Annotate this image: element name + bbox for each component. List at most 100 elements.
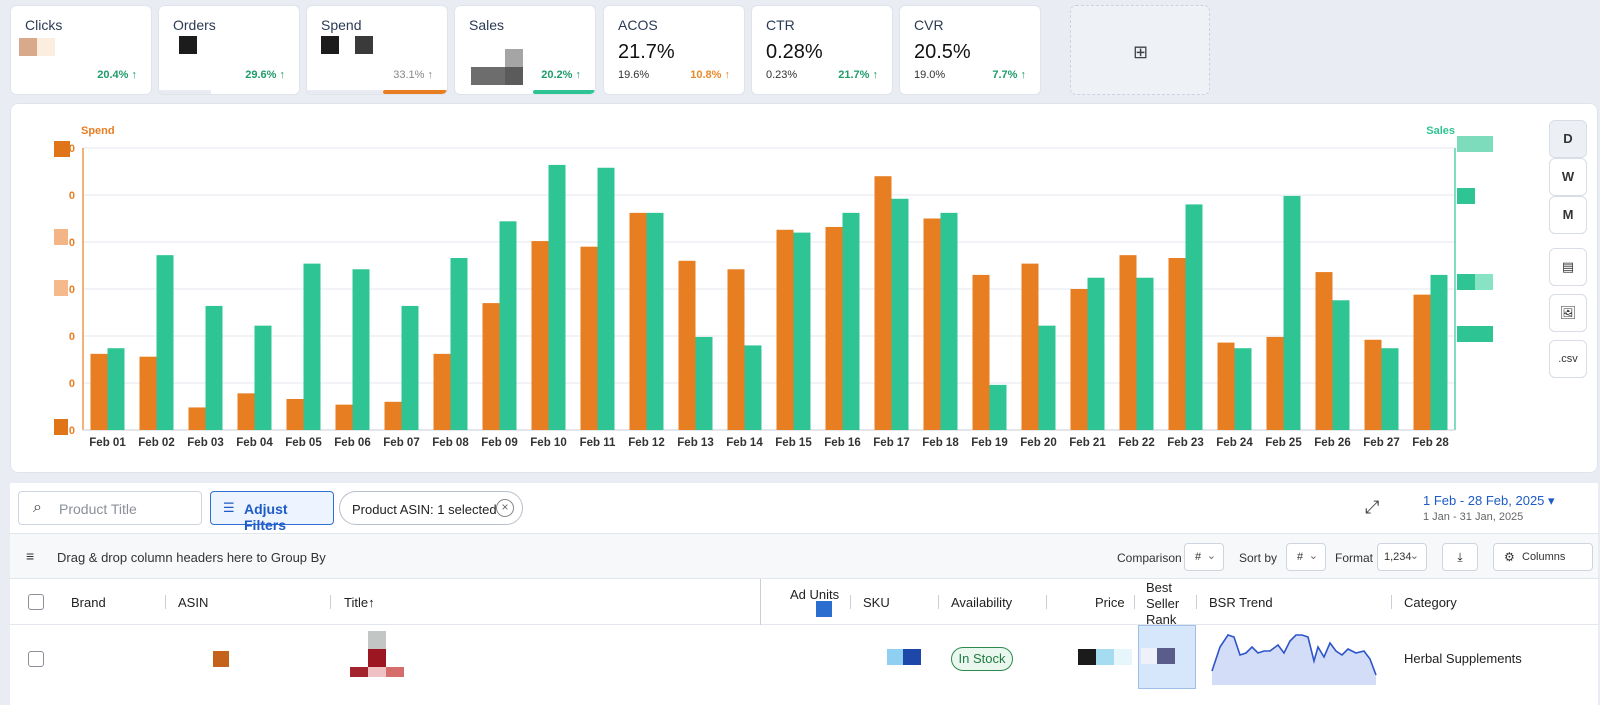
bar-sales-feb-23[interactable] [1185,204,1203,430]
bar-sales-feb-04[interactable] [254,325,272,430]
columns-button[interactable]: ⚙ Columns [1493,543,1593,571]
bar-sales-feb-10[interactable] [548,164,566,431]
search-box[interactable]: ⌕ [18,491,202,525]
bar-sales-feb-17[interactable] [891,198,909,430]
bar-sales-feb-07[interactable] [401,305,419,430]
bar-sales-feb-21[interactable] [1087,277,1105,430]
interval-week-button[interactable]: W [1549,158,1587,196]
bar-sales-feb-25[interactable] [1283,195,1301,430]
bar-sales-feb-02[interactable] [156,255,174,430]
column-header-availability[interactable]: Availability [951,595,1013,610]
row-checkbox[interactable] [28,651,44,667]
bar-spend-feb-17[interactable] [874,176,892,430]
kpi-card-spend[interactable]: Spend 33.1% ↑ [306,5,448,95]
close-icon[interactable]: × [496,499,514,517]
column-header-price[interactable]: Price [1095,595,1125,610]
bar-spend-feb-12[interactable] [629,212,647,430]
bar-sales-feb-27[interactable] [1381,348,1399,430]
kpi-card-sales[interactable]: Sales 20.2% ↑ [454,5,596,95]
bar-sales-feb-12[interactable] [646,212,664,430]
column-header-sku[interactable]: SKU [863,595,890,610]
kpi-value: 20.5% [914,41,971,63]
bar-sales-feb-01[interactable] [107,348,125,430]
kpi-card-clicks[interactable]: Clicks 20.4% ↑ [10,5,152,95]
bar-spend-feb-25[interactable] [1266,336,1284,430]
kpi-card-cvr[interactable]: CVR 20.5% 19.0% 7.7% ↑ [899,5,1041,95]
bar-sales-feb-19[interactable] [989,384,1007,430]
download-button[interactable]: ⤓ [1442,543,1478,571]
bar-sales-feb-28[interactable] [1430,274,1448,430]
bar-sales-feb-09[interactable] [499,221,517,430]
bar-sales-feb-11[interactable] [597,167,615,431]
comparison-select[interactable]: # ⌄ [1184,543,1224,571]
bar-spend-feb-14[interactable] [727,269,745,430]
bar-spend-feb-15[interactable] [776,229,794,430]
bar-spend-feb-23[interactable] [1168,257,1186,430]
bar-spend-feb-06[interactable] [335,404,353,430]
bar-sales-feb-22[interactable] [1136,277,1154,430]
column-header-best-seller-rank[interactable]: Best Seller Rank [1146,580,1180,627]
x-tick-label: Feb 19 [971,437,1007,449]
bar-sales-feb-15[interactable] [793,232,811,430]
bar-sales-feb-18[interactable] [940,212,958,430]
bar-spend-feb-04[interactable] [237,393,255,430]
bar-sales-feb-03[interactable] [205,305,223,430]
x-tick-label: Feb 09 [481,437,517,449]
bar-sales-feb-08[interactable] [450,257,468,430]
interval-day-button[interactable]: D [1549,120,1587,158]
bar-spend-feb-01[interactable] [90,353,108,430]
bar-spend-feb-24[interactable] [1217,342,1235,430]
bar-spend-feb-26[interactable] [1315,272,1333,430]
column-header-category[interactable]: Category [1404,595,1457,610]
bar-sales-feb-13[interactable] [695,336,713,430]
bar-sales-feb-26[interactable] [1332,300,1350,430]
kpi-card-orders[interactable]: Orders 29.6% ↑ [158,5,300,95]
select-all-checkbox[interactable] [28,594,44,610]
bar-spend-feb-19[interactable] [972,274,990,430]
bar-spend-feb-08[interactable] [433,353,451,430]
bar-sales-feb-16[interactable] [842,212,860,430]
adjust-filters-button[interactable]: ☰ Adjust Filters [210,491,334,533]
search-input[interactable] [59,499,199,519]
bar-sales-feb-06[interactable] [352,269,370,430]
date-range-picker[interactable]: 1 Feb - 28 Feb, 2025 ▾ [1423,493,1555,508]
bar-sales-feb-05[interactable] [303,263,321,430]
column-header-title[interactable]: Title↑ [344,595,375,610]
bar-spend-feb-20[interactable] [1021,263,1039,430]
bar-spend-feb-22[interactable] [1119,255,1137,430]
x-tick-label: Feb 13 [677,437,713,449]
table-view-button[interactable]: ▤ [1549,248,1587,286]
bar-spend-feb-18[interactable] [923,218,941,431]
column-header-asin[interactable]: ASIN [178,595,209,610]
bar-spend-feb-09[interactable] [482,303,500,430]
column-header-ad-units[interactable]: Ad Units [790,587,840,602]
bar-spend-feb-03[interactable] [188,407,206,430]
sort-select[interactable]: # ⌄ [1286,543,1326,571]
kpi-card-acos[interactable]: ACOS 21.7% 19.6% 10.8% ↑ [603,5,745,95]
bar-spend-feb-11[interactable] [580,246,598,430]
bar-spend-feb-05[interactable] [286,398,304,430]
bar-spend-feb-07[interactable] [384,401,402,430]
column-header-brand[interactable]: Brand [71,595,106,610]
interval-month-button[interactable]: M [1549,196,1587,234]
export-image-button[interactable]: 🖼 [1549,294,1587,332]
bar-spend-feb-13[interactable] [678,260,696,430]
expand-icon[interactable]: ⤢ [1365,497,1380,517]
table-row[interactable]: In Stock Herbal Supplements [10,625,1598,705]
bar-spend-feb-28[interactable] [1413,294,1431,430]
export-csv-button[interactable]: .csv [1549,340,1587,378]
bar-spend-feb-02[interactable] [139,356,157,430]
bar-sales-feb-20[interactable] [1038,325,1056,430]
format-select[interactable]: 1,234 ⌄ [1377,543,1427,571]
bar-sales-feb-14[interactable] [744,345,762,430]
add-widget-button[interactable]: ⊞ [1070,5,1210,95]
kpi-card-ctr[interactable]: CTR 0.28% 0.23% 21.7% ↑ [751,5,893,95]
bar-spend-feb-16[interactable] [825,226,843,430]
bar-spend-feb-21[interactable] [1070,289,1088,430]
bar-spend-feb-27[interactable] [1364,339,1382,430]
filter-chip-asin[interactable]: Product ASIN: 1 selected × [339,491,523,525]
bsr-trend-sparkline [1211,634,1377,685]
bar-sales-feb-24[interactable] [1234,348,1252,430]
bar-spend-feb-10[interactable] [531,241,549,430]
column-header-bsr-trend[interactable]: BSR Trend [1209,595,1273,610]
